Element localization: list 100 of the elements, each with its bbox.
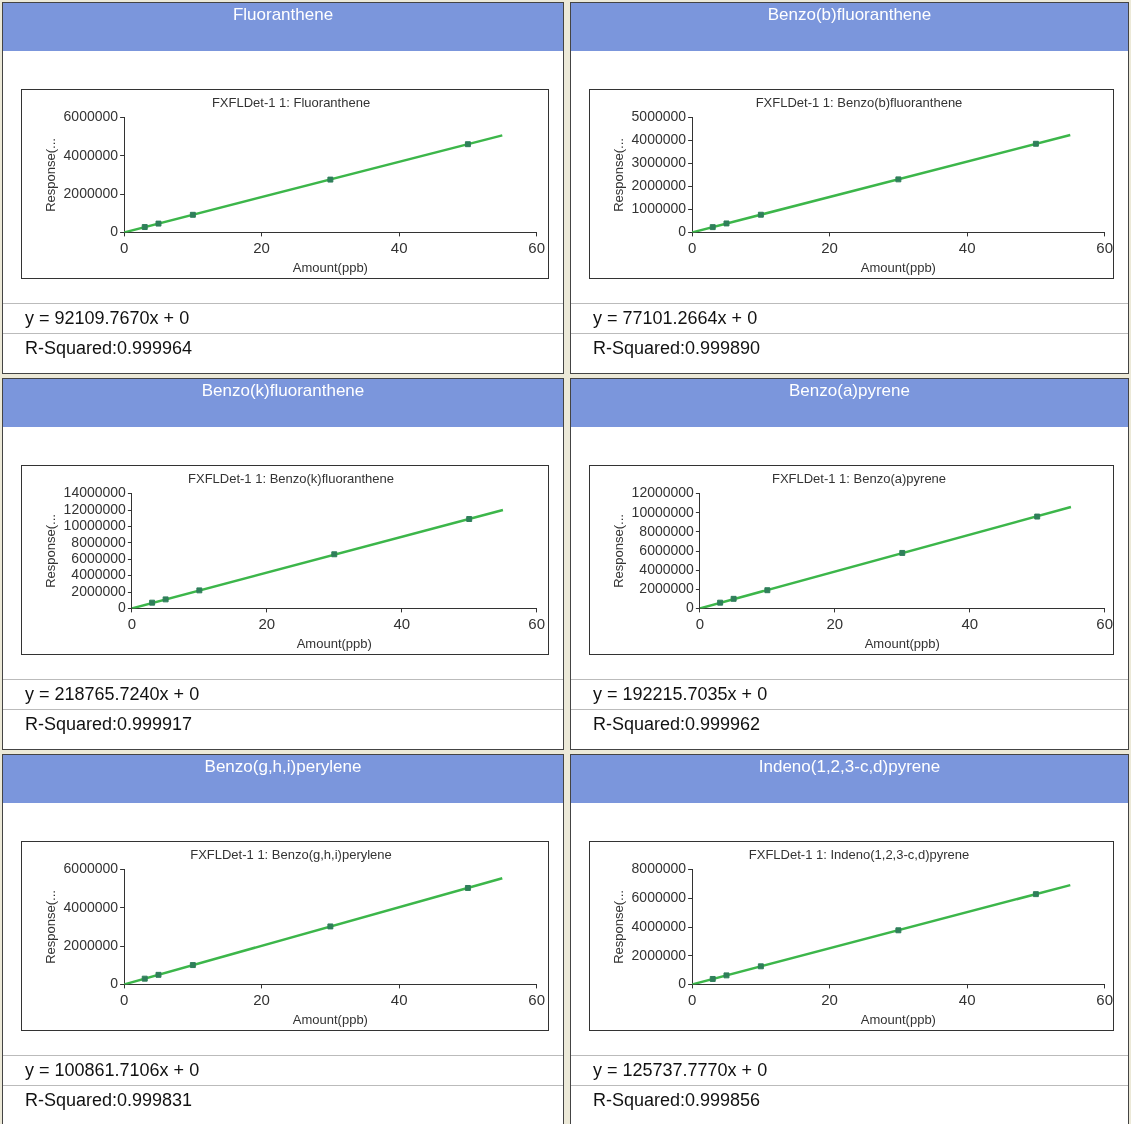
point	[757, 963, 764, 970]
point	[331, 551, 338, 558]
chart-subtitle: FXFLDet-1 1: Fluoranthene	[211, 95, 371, 111]
text: R-Squared:0.999917	[3, 709, 563, 738]
y-tick-label: 4000000	[631, 917, 687, 934]
y-tick-label: 2000000	[71, 582, 127, 599]
text: y = 218765.7240x + 0	[3, 679, 563, 708]
point	[709, 975, 716, 982]
text: y = 125737.7770x + 0	[571, 1055, 1128, 1084]
point	[895, 927, 902, 934]
point	[723, 972, 730, 979]
x-tick-label: 20	[258, 614, 276, 632]
y-axis-title: Response(...	[611, 514, 627, 588]
point	[327, 923, 334, 930]
x-tick-label: 60	[1096, 614, 1113, 632]
chart-title: Benzo(k)fluoranthene	[3, 379, 563, 427]
chart-subtitle: FXFLDet-1 1: Indeno(1,2,3-c,d)pyrene	[748, 847, 970, 863]
y-tick-label: 2000000	[639, 580, 695, 597]
point	[757, 211, 764, 218]
point	[141, 224, 148, 231]
point	[1032, 140, 1039, 147]
y-tick-label: 0	[110, 975, 119, 992]
x-axis-title: Amount(ppb)	[860, 259, 936, 275]
y-tick-label: 12000000	[63, 500, 127, 517]
y-tick-label: 4000000	[63, 898, 119, 915]
x-tick-label: 40	[393, 614, 411, 632]
text: y = 77101.2664x + 0	[571, 303, 1128, 332]
x-tick-label: 40	[390, 238, 408, 256]
y-axis-title: Response(...	[611, 138, 627, 212]
text: R-Squared:0.999890	[571, 333, 1128, 362]
chart-title: Benzo(b)fluoranthene	[571, 3, 1128, 51]
point	[1032, 891, 1039, 898]
chart-subtitle: FXFLDet-1 1: Benzo(a)pyrene	[771, 471, 947, 487]
point	[196, 587, 203, 594]
y-tick-label: 0	[678, 975, 687, 992]
y-tick-label: 3000000	[631, 154, 687, 171]
chart-title: Benzo(a)pyrene	[571, 379, 1128, 427]
chart-subtitle: FXFLDet-1 1: Benzo(k)fluoranthene	[188, 471, 394, 487]
text: R-Squared:0.999962	[571, 709, 1128, 738]
x-tick-label: 20	[253, 990, 270, 1008]
point	[464, 884, 471, 891]
x-tick-label: 60	[1096, 238, 1113, 256]
point	[895, 176, 902, 183]
y-tick-label: 10000000	[63, 517, 127, 534]
x-axis-title: Amount(ppb)	[292, 1011, 368, 1027]
text: y = 92109.7670x + 0	[3, 303, 563, 332]
point	[155, 220, 162, 227]
point	[149, 599, 156, 606]
x-tick-label: 40	[958, 238, 976, 256]
y-tick-label: 4000000	[639, 560, 695, 577]
point	[730, 595, 737, 602]
x-tick-label: 60	[528, 990, 545, 1008]
point	[162, 596, 169, 603]
x-axis-title: Amount(ppb)	[296, 635, 372, 651]
y-tick-label: 6000000	[639, 541, 695, 558]
x-tick-label: 20	[253, 238, 270, 256]
point	[464, 141, 471, 148]
y-tick-label: 14000000	[63, 484, 127, 501]
point	[723, 220, 730, 227]
y-tick-label: 8000000	[631, 860, 687, 877]
point	[709, 224, 716, 231]
y-tick-label: 8000000	[71, 533, 127, 550]
y-tick-label: 0	[110, 223, 119, 240]
x-axis-title: Amount(ppb)	[860, 1011, 936, 1027]
point	[155, 971, 162, 978]
point	[189, 211, 196, 218]
x-tick-label: 60	[1096, 990, 1113, 1008]
x-tick-label: 60	[528, 614, 545, 632]
point	[899, 549, 906, 556]
y-axis-title: Response(...	[611, 890, 627, 964]
y-tick-label: 6000000	[631, 889, 687, 906]
y-tick-label: 1000000	[631, 200, 687, 217]
y-tick-label: 10000000	[631, 503, 695, 520]
y-tick-label: 2000000	[631, 177, 687, 194]
point	[327, 176, 334, 183]
y-tick-label: 2000000	[631, 946, 687, 963]
x-axis-title: Amount(ppb)	[292, 259, 368, 275]
point	[466, 516, 473, 522]
text: R-Squared:0.999831	[3, 1085, 563, 1114]
text: y = 100861.7106x + 0	[3, 1055, 563, 1084]
y-tick-label: 6000000	[71, 550, 127, 567]
y-tick-label: 0	[686, 599, 695, 616]
point	[141, 975, 148, 982]
y-tick-label: 0	[118, 599, 127, 616]
y-tick-label: 6000000	[63, 108, 119, 125]
point	[189, 962, 196, 969]
x-tick-label: 40	[958, 990, 976, 1008]
chart-title: Fluoranthene	[3, 3, 563, 51]
y-tick-label: 4000000	[63, 146, 119, 163]
chart-title: Indeno(1,2,3-c,d)pyrene	[571, 755, 1128, 803]
x-tick-label: 20	[821, 990, 838, 1008]
y-tick-label: 12000000	[631, 484, 695, 501]
y-tick-label: 5000000	[631, 108, 687, 125]
chart-title: Benzo(g,h,i)perylene	[3, 755, 563, 803]
y-tick-label: 2000000	[63, 184, 119, 201]
y-tick-label: 0	[678, 223, 687, 240]
text: R-Squared:0.999964	[3, 333, 563, 362]
x-tick-label: 20	[826, 614, 844, 632]
chart-subtitle: FXFLDet-1 1: Benzo(g,h,i)perylene	[190, 847, 392, 863]
y-axis-title: Response(...	[43, 138, 59, 212]
